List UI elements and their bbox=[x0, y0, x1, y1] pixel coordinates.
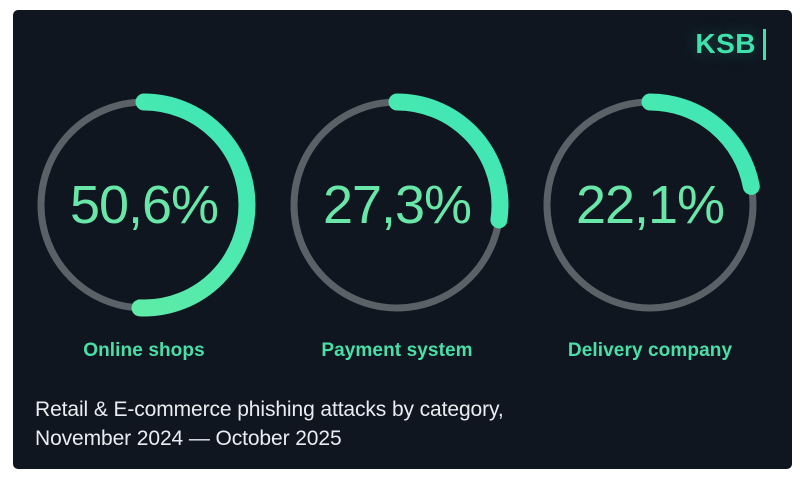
chart-title: Retail & E-commerce phishing attacks by … bbox=[35, 395, 504, 453]
donut-value-label: 22,1% bbox=[575, 175, 725, 235]
donut-category-label: Delivery company bbox=[567, 340, 733, 361]
ksb-logo-cursor-bar-icon bbox=[763, 28, 766, 60]
ksb-logo-text: KSB bbox=[695, 28, 756, 59]
donut-chart-online-shops: 50,6% Online shops bbox=[29, 90, 259, 362]
donut-progress-arc bbox=[538, 93, 762, 317]
ksb-logo: KSB bbox=[695, 28, 766, 60]
donut-progress-arc bbox=[32, 93, 256, 317]
donut-ring-svg bbox=[538, 93, 762, 317]
donut-charts-row: 50,6% Online shops 27,3% Payment system bbox=[29, 90, 765, 362]
chart-title-line2: November 2024 — October 2025 bbox=[35, 427, 342, 450]
donut-category-label: Online shops bbox=[83, 340, 205, 361]
donut-chart-payment-system: 27,3% Payment system bbox=[282, 90, 512, 362]
donut-progress-arc bbox=[285, 93, 509, 317]
donut-value-label: 27,3% bbox=[322, 175, 472, 235]
infographic-card: KSB 50,6% Online shops bbox=[13, 10, 792, 469]
donut-ring-svg bbox=[32, 93, 256, 317]
donut-value-label: 50,6% bbox=[69, 175, 219, 235]
donut-category-label: Payment system bbox=[321, 340, 473, 361]
chart-title-line1: Retail & E-commerce phishing attacks by … bbox=[35, 398, 504, 421]
donut-chart-delivery-company: 22,1% Delivery company bbox=[535, 90, 765, 362]
donut-ring-svg bbox=[285, 93, 509, 317]
